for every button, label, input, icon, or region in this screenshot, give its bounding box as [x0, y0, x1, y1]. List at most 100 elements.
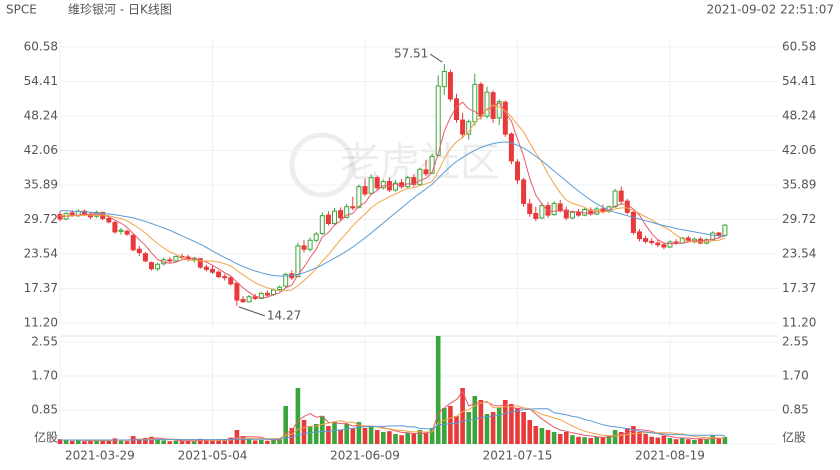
y-tick-label: 54.41: [24, 74, 58, 88]
annotation-leader: [238, 306, 266, 317]
candle-body: [149, 262, 154, 270]
candle-body: [685, 237, 691, 242]
y-tick-label: 42.06: [782, 143, 816, 157]
moving-average: [60, 104, 726, 292]
candle-body: [710, 232, 716, 241]
candle-body: [222, 276, 228, 279]
candle-body: [521, 179, 527, 204]
candle-body: [563, 209, 569, 219]
candle-body: [106, 217, 112, 223]
x-tick-label: 2021-03-29: [65, 449, 135, 463]
volume-bar: [503, 400, 508, 444]
volume-bar: [344, 424, 349, 444]
candle-body: [600, 208, 606, 212]
volume-bar: [509, 404, 514, 444]
volume-bar: [704, 439, 709, 444]
volume-bar: [228, 437, 234, 444]
volume-bar: [167, 441, 173, 444]
candle-body: [637, 231, 642, 240]
volume-bar: [381, 432, 386, 444]
volume-bar: [521, 412, 526, 444]
candle-body: [356, 186, 362, 208]
volume-bar: [564, 432, 569, 444]
candle-body: [484, 91, 490, 117]
volume-bar: [539, 428, 545, 444]
x-tick-label: 2021-05-04: [178, 449, 248, 463]
volume-bar: [289, 428, 295, 444]
volume-bar: [210, 440, 215, 444]
volume-bar: [643, 434, 648, 444]
volume-bar: [423, 432, 429, 444]
candle-body: [112, 221, 118, 233]
timestamp: 2021-09-02 22:51:07: [707, 3, 834, 17]
volume-bar: [161, 440, 166, 444]
x-tick-label: 2021-08-19: [635, 449, 705, 463]
y-tick-label: 1.70: [31, 369, 58, 383]
volume-bar: [533, 426, 539, 444]
volume-bar: [631, 426, 636, 444]
candle-body: [630, 211, 636, 233]
candle-body: [502, 101, 508, 135]
volume-bar: [496, 408, 502, 444]
candle-body: [472, 83, 478, 123]
volume-bar: [191, 441, 197, 444]
candle-body: [210, 268, 215, 273]
y-tick-label: 60.58: [24, 40, 58, 54]
volume-bar: [698, 438, 703, 444]
volume-bar: [393, 434, 398, 444]
candle-body: [447, 72, 453, 100]
candle-body: [557, 203, 563, 212]
volume-bar: [271, 439, 276, 444]
volume-bar: [185, 440, 191, 444]
volume-bar: [417, 430, 423, 444]
volume-bar: [246, 439, 252, 444]
volume-bar: [594, 436, 600, 444]
volume-bar: [387, 431, 392, 444]
volume-bar: [338, 430, 343, 444]
candle-body: [478, 83, 484, 117]
volume-bar: [112, 438, 118, 444]
y-tick-label: 0.85: [31, 403, 58, 417]
candle-body: [69, 212, 75, 216]
candle-body: [515, 161, 520, 181]
moving-average: [60, 408, 725, 441]
volume-bar: [301, 420, 307, 444]
candle-body: [118, 229, 124, 232]
volume-bar: [612, 430, 618, 444]
volume-bar: [618, 432, 624, 444]
x-tick-label: 2021-06-09: [330, 449, 400, 463]
volume-bar: [460, 388, 465, 444]
volume-bar: [722, 436, 728, 444]
candle-body: [667, 241, 673, 248]
volume-bar: [82, 441, 87, 444]
volume-bar: [332, 422, 337, 444]
volume-bar: [551, 432, 557, 444]
y-tick-label: 42.06: [24, 143, 58, 157]
candle-body: [508, 133, 514, 162]
volume-bar: [100, 440, 105, 444]
volume-bar: [57, 439, 63, 444]
volume-bar: [655, 437, 661, 444]
volume-bar: [649, 436, 654, 444]
candle-body: [441, 70, 447, 88]
volume-bar: [326, 426, 331, 444]
volume-bar: [692, 440, 697, 444]
candle-body: [460, 119, 466, 135]
volume-bar: [222, 440, 227, 444]
y-tick-label: 23.54: [782, 247, 816, 261]
candle-body: [173, 255, 179, 262]
annotation-leader: [430, 53, 443, 63]
candle-body: [551, 202, 557, 216]
candle-body: [325, 214, 331, 225]
volume-bar: [576, 436, 581, 444]
volume-bar: [667, 438, 673, 444]
candle-body: [283, 273, 289, 287]
volume-bar: [368, 426, 374, 444]
volume-bar: [515, 408, 520, 444]
volume-bar: [429, 428, 435, 444]
volume-bar: [106, 440, 112, 444]
y-tick-label: 2.55: [31, 335, 58, 349]
y-tick-label: 23.54: [24, 247, 58, 261]
candle-body: [350, 206, 356, 209]
